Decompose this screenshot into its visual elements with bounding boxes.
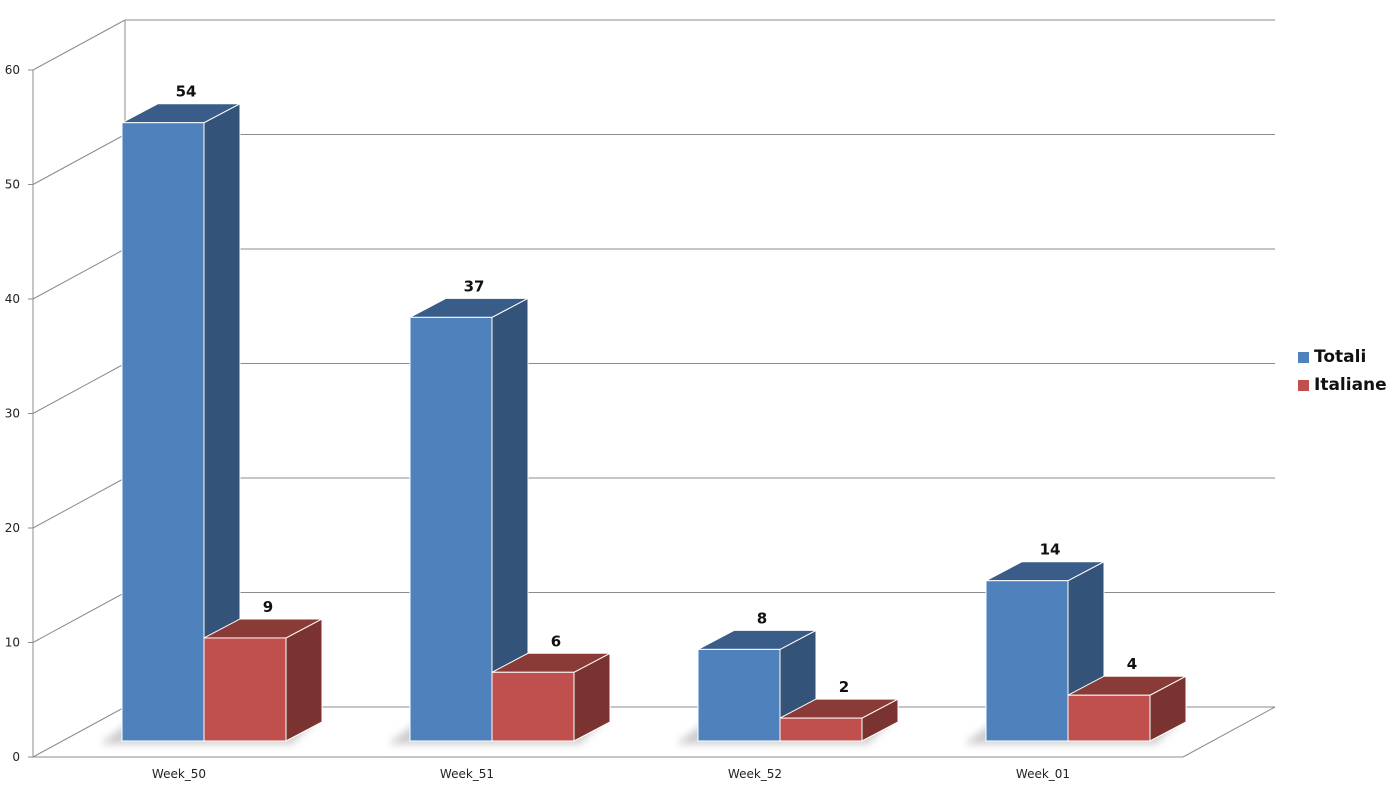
legend-label-italiane: Italiane xyxy=(1314,375,1387,395)
x-tick-label: Week_51 xyxy=(440,767,494,781)
bar-front-face xyxy=(1067,694,1151,742)
bar xyxy=(1067,675,1187,742)
gridline-diagonal xyxy=(32,134,126,185)
data-label: 14 xyxy=(1040,541,1061,559)
bar-front-face xyxy=(409,316,493,742)
gridline-diagonal xyxy=(32,477,126,529)
bar-front-face xyxy=(491,671,575,742)
bar xyxy=(409,297,529,742)
bar-side-face xyxy=(285,618,323,742)
data-label: 6 xyxy=(551,632,561,650)
x-axis-ticks: Week_50 Week_51 Week_52 Week_01 xyxy=(152,767,1070,781)
legend-item-totali: Totali xyxy=(1298,343,1387,371)
y-tick-label: 10 xyxy=(5,636,20,650)
legend-label-totali: Totali xyxy=(1314,347,1367,367)
gridline-diagonal xyxy=(32,592,126,643)
bar xyxy=(121,102,241,742)
y-axis-ticks: 0 10 20 30 40 50 60 xyxy=(5,63,20,764)
bar xyxy=(779,698,899,742)
y-tick-label: 30 xyxy=(5,407,20,421)
x-tick-label: Week_01 xyxy=(1016,767,1070,781)
data-labels: 54 9 37 6 8 2 14 4 xyxy=(176,83,1138,696)
y-tick-label: 50 xyxy=(5,178,20,192)
data-label: 4 xyxy=(1127,655,1137,673)
legend-swatch-italiane xyxy=(1298,379,1309,391)
legend-swatch-totali xyxy=(1298,351,1309,363)
data-label: 9 xyxy=(263,598,273,616)
y-tick-label: 60 xyxy=(5,63,20,77)
data-label: 8 xyxy=(757,609,767,627)
bar-front-face xyxy=(697,648,781,742)
y-tick-label: 0 xyxy=(12,750,20,764)
bar-front-face xyxy=(985,580,1069,742)
y-tick-label: 20 xyxy=(5,521,20,535)
x-tick-label: Week_50 xyxy=(152,767,206,781)
bars xyxy=(100,102,1187,744)
data-label: 54 xyxy=(176,83,197,101)
gridline-diagonal xyxy=(32,19,126,71)
x-tick-label: Week_52 xyxy=(728,767,782,781)
data-label: 2 xyxy=(839,678,849,696)
bar-front-face xyxy=(121,122,205,742)
gridline-diagonal xyxy=(32,706,126,758)
legend-item-italiane: Italiane xyxy=(1298,371,1387,399)
bar-front-face xyxy=(779,717,863,742)
bar xyxy=(491,652,611,742)
gridline-diagonal xyxy=(32,248,126,300)
legend: Totali Italiane xyxy=(1298,343,1387,399)
bar-front-face xyxy=(203,637,287,742)
floor-right-edge xyxy=(1182,706,1276,758)
bar xyxy=(203,618,323,742)
data-label: 37 xyxy=(464,277,485,295)
y-tick-label: 40 xyxy=(5,292,20,306)
gridline-diagonal xyxy=(32,363,126,414)
bar xyxy=(697,629,817,742)
